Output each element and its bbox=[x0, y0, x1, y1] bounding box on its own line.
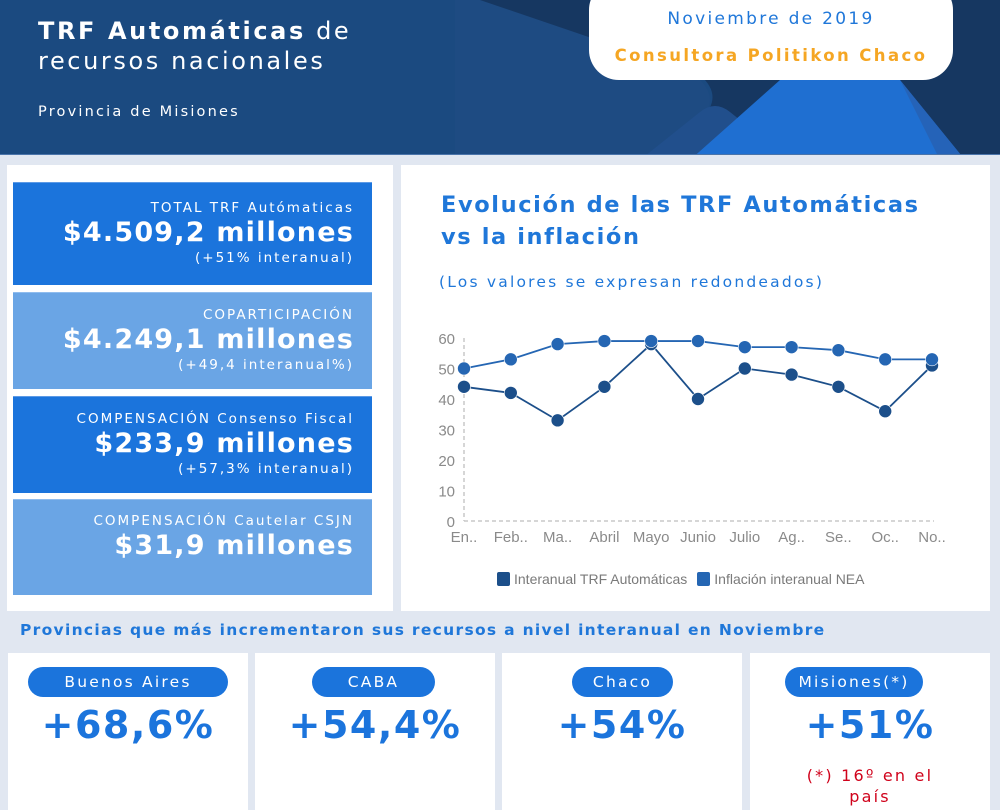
data-point-series-1 bbox=[784, 340, 799, 354]
province-value: +51% bbox=[805, 703, 935, 747]
y-tick-label: 60 bbox=[438, 331, 455, 348]
chart-title: Evolución de las TRF Automáticas vs la i… bbox=[441, 189, 981, 253]
stat-amount: $4.249,1 millones bbox=[62, 324, 354, 355]
legend-item-trf[interactable]: Interanual TRF Automáticas bbox=[497, 571, 687, 587]
chart-title-line1: Evolución de las TRF Automáticas bbox=[441, 192, 920, 218]
data-point-series-0 bbox=[878, 404, 893, 418]
x-tick-label: Oc.. bbox=[871, 529, 899, 546]
data-point-series-0 bbox=[504, 386, 518, 400]
province-value: +68,6% bbox=[41, 703, 215, 747]
organization-name: Consultora Politikon Chaco bbox=[614, 46, 928, 65]
data-point-series-1 bbox=[457, 361, 471, 376]
data-point-series-1 bbox=[504, 352, 518, 367]
province-rank-note: (*) 16º en el país bbox=[806, 766, 934, 806]
province-name-pill: Buenos Aires bbox=[28, 667, 228, 697]
title-rest: de bbox=[305, 17, 352, 45]
data-point-series-0 bbox=[691, 392, 705, 406]
stat-label: COMPENSACIÓN Consenso Fiscal bbox=[76, 411, 354, 427]
data-point-series-0 bbox=[597, 380, 612, 394]
report-date: Noviembre de 2019 bbox=[667, 9, 875, 29]
province-label: Provincia de Misiones bbox=[38, 104, 240, 120]
x-tick-label: Junio bbox=[680, 529, 716, 546]
stat-cautelar-csjn: COMPENSACIÓN Cautelar CSJN $31,9 millone… bbox=[13, 499, 372, 595]
province-name-pill: CABA bbox=[312, 667, 435, 697]
x-tick-label: Se.. bbox=[825, 529, 852, 546]
province-name-pill: Chaco bbox=[572, 667, 673, 697]
page-title: TRF Automáticas de recursos nacionales bbox=[38, 16, 351, 76]
stat-label: COMPENSACIÓN Cautelar CSJN bbox=[93, 513, 354, 529]
data-point-series-1 bbox=[597, 334, 612, 348]
data-point-series-0 bbox=[831, 380, 846, 394]
header-banner: TRF Automáticas de recursos nacionales P… bbox=[0, 0, 1000, 155]
stat-amount: $4.509,2 millones bbox=[62, 217, 354, 248]
legend-swatch-trf bbox=[497, 572, 510, 586]
x-tick-label: Ma.. bbox=[543, 529, 572, 546]
data-point-series-0 bbox=[784, 367, 799, 382]
title-line2: recursos nacionales bbox=[38, 47, 326, 75]
provinces-section-title: Provincias que más incrementaron sus rec… bbox=[20, 621, 826, 639]
y-tick-label: 20 bbox=[438, 453, 455, 470]
y-tick-label: 50 bbox=[438, 362, 455, 379]
stats-panel: TOTAL TRF Autómaticas $4.509,2 millones … bbox=[7, 165, 393, 611]
chart-legend: Interanual TRF Automáticas Inflación int… bbox=[497, 571, 864, 587]
x-tick-label: Julio bbox=[729, 529, 760, 546]
province-name-pill: Misiones(*) bbox=[785, 667, 923, 697]
stat-amount: $31,9 millones bbox=[114, 530, 354, 561]
title-bold: TRF Automáticas bbox=[38, 17, 306, 45]
stat-label: COPARTICIPACIÓN bbox=[202, 307, 354, 323]
y-tick-label: 10 bbox=[438, 484, 455, 501]
line-chart: 0 10 20 30 40 50 60 En.. Feb.. Ma.. Abril Mayo Junio… bbox=[438, 331, 946, 546]
data-point-series-1 bbox=[691, 334, 705, 348]
y-tick-label: 40 bbox=[438, 392, 455, 409]
legend-label-trf: Interanual TRF Automáticas bbox=[514, 571, 688, 587]
y-tick-label: 30 bbox=[438, 423, 455, 440]
x-tick-label: No.. bbox=[918, 529, 946, 546]
legend-swatch-inflation bbox=[697, 572, 711, 586]
data-point-series-0 bbox=[737, 361, 752, 376]
province-card-chaco: Chaco +54% bbox=[502, 653, 742, 810]
data-point-series-0 bbox=[550, 413, 565, 428]
stat-total-trf: TOTAL TRF Autómaticas $4.509,2 millones … bbox=[13, 182, 372, 285]
x-tick-label: Feb.. bbox=[494, 529, 528, 546]
stat-change: (+51% interanual) bbox=[194, 250, 354, 266]
stat-change: (+57,3% interanual) bbox=[178, 461, 354, 477]
x-tick-label: Ag.. bbox=[778, 529, 805, 546]
province-card-caba: CABA +54,4% bbox=[255, 653, 495, 810]
x-tick-label: En.. bbox=[451, 529, 478, 546]
date-badge bbox=[589, 0, 953, 80]
data-point-series-1 bbox=[550, 337, 565, 351]
data-point-series-1 bbox=[737, 340, 752, 354]
stat-coparticipacion: COPARTICIPACIÓN $4.249,1 millones (+49,4… bbox=[13, 292, 372, 389]
data-point-series-1 bbox=[878, 352, 893, 367]
province-value: +54,4% bbox=[288, 703, 462, 747]
stat-amount: $233,9 millones bbox=[94, 428, 354, 459]
x-tick-label: Abril bbox=[589, 529, 619, 546]
stat-change: (+49,4 interanual%) bbox=[178, 357, 354, 373]
data-point-series-1 bbox=[925, 352, 939, 367]
data-point-series-1 bbox=[644, 334, 658, 348]
x-tick-label: Mayo bbox=[633, 529, 670, 546]
legend-item-inflation[interactable]: Inflación interanual NEA bbox=[697, 571, 864, 587]
chart-panel: Evolución de las TRF Automáticas vs la i… bbox=[401, 165, 990, 611]
y-tick-label: 0 bbox=[447, 514, 455, 531]
province-card-buenos-aires: Buenos Aires +68,6% bbox=[8, 653, 248, 810]
province-value: +54% bbox=[557, 703, 687, 747]
chart-title-line2: vs la inflación bbox=[441, 224, 641, 250]
legend-label-inflation: Inflación interanual NEA bbox=[714, 571, 865, 587]
stat-consenso-fiscal: COMPENSACIÓN Consenso Fiscal $233,9 mill… bbox=[13, 396, 372, 493]
chart-subtitle: (Los valores se expresan redondeados) bbox=[439, 273, 825, 291]
stat-label: TOTAL TRF Autómaticas bbox=[150, 200, 354, 216]
province-card-misiones: Misiones(*) +51% (*) 16º en el país bbox=[750, 653, 990, 810]
data-point-series-0 bbox=[457, 380, 471, 394]
data-point-series-1 bbox=[831, 343, 846, 357]
